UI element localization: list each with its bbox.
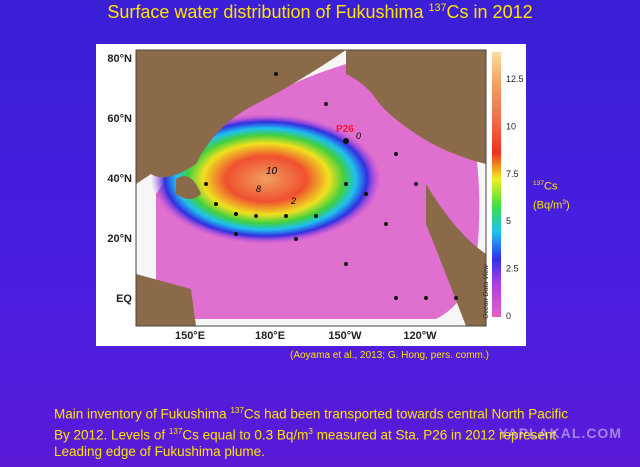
text: Main inventory of Fukushima bbox=[54, 406, 231, 422]
title-text: Cs in 2012 bbox=[446, 2, 533, 22]
credit: Ocean Data View bbox=[483, 264, 490, 319]
lat-label: 20°N bbox=[107, 233, 132, 245]
lon-label: 180°E bbox=[255, 330, 285, 342]
contour-label: 10 bbox=[266, 166, 278, 177]
land-asia bbox=[136, 50, 346, 184]
colorbar-tick: 0 bbox=[506, 311, 511, 321]
watermark: YAPLAKAL.COM bbox=[498, 425, 622, 441]
lon-label: 150°E bbox=[175, 330, 205, 342]
text: By 2012. Levels of bbox=[54, 427, 169, 442]
contour-label: 8 bbox=[256, 184, 261, 194]
cb-sup: 3 bbox=[562, 198, 567, 206]
sup: 3 bbox=[308, 426, 313, 436]
colorbar-tick: 2.5 bbox=[506, 264, 519, 274]
title: Surface water distribution of Fukushima … bbox=[0, 2, 640, 23]
colorbar-tick: 10 bbox=[506, 121, 516, 131]
text: Cs equal to 0.3 Bq/m bbox=[182, 427, 309, 442]
stations bbox=[204, 72, 458, 300]
cb-sup: 137 bbox=[533, 180, 545, 187]
text: measured at Sta. P26 in 2012 represent bbox=[312, 427, 557, 442]
colorbar-tick: 12.5 bbox=[506, 74, 524, 84]
sup: 137 bbox=[168, 426, 183, 436]
contour-label: 0 bbox=[356, 131, 361, 141]
body-line: By 2012. Levels of 137Cs equal to 0.3 Bq… bbox=[54, 423, 568, 444]
cb-unit: Cs bbox=[544, 180, 558, 193]
lat-label: EQ bbox=[116, 293, 132, 305]
colorbar-tick: 5 bbox=[506, 216, 511, 226]
cb-unit: ) bbox=[566, 199, 570, 212]
title-sup: 137 bbox=[428, 2, 447, 14]
land-mexico bbox=[426, 184, 486, 326]
plume bbox=[151, 114, 381, 244]
sup: 137 bbox=[230, 406, 244, 415]
land-japan bbox=[176, 176, 201, 199]
station-label: P26 bbox=[336, 124, 354, 135]
map-panel: P26 10 8 2 0 80°N 60°N 40°N 20°N EQ 150°… bbox=[96, 44, 526, 346]
colorbar-ticks: 12.5 10 7.5 5 2.5 0 bbox=[506, 74, 524, 321]
lon-label: 150°W bbox=[328, 330, 362, 342]
land-indonesia bbox=[136, 274, 196, 326]
body-text: Main inventory of Fukushima 137Cs had be… bbox=[54, 402, 568, 460]
lat-label: 60°N bbox=[107, 113, 132, 125]
land-america bbox=[346, 50, 486, 164]
body-line: Main inventory of Fukushima 137Cs had be… bbox=[54, 402, 568, 423]
colorbar-tick: 7.5 bbox=[506, 169, 519, 179]
lat-label: 40°N bbox=[107, 173, 132, 185]
title-text: Surface water distribution of Fukushima bbox=[107, 2, 429, 22]
map-frame bbox=[135, 49, 487, 327]
map: P26 10 8 2 0 bbox=[136, 50, 486, 326]
body-line: Leading edge of Fukushima plume. bbox=[54, 444, 265, 459]
lon-labels: 150°E 180°E 150°W 120°W bbox=[175, 330, 437, 342]
lat-label: 80°N bbox=[107, 53, 132, 65]
citation: (Aoyama et al., 2013; G. Hong, pers. com… bbox=[290, 350, 489, 361]
cb-unit: (Bq/m bbox=[533, 199, 563, 212]
colorbar bbox=[492, 52, 501, 317]
contour-label: 2 bbox=[290, 196, 296, 206]
colorbar-label: 137Cs (Bq/m3) bbox=[533, 176, 570, 213]
lat-labels: 80°N 60°N 40°N 20°N EQ bbox=[107, 53, 132, 305]
text: Cs had been transported towards central … bbox=[243, 406, 569, 422]
lon-label: 120°W bbox=[403, 330, 437, 342]
